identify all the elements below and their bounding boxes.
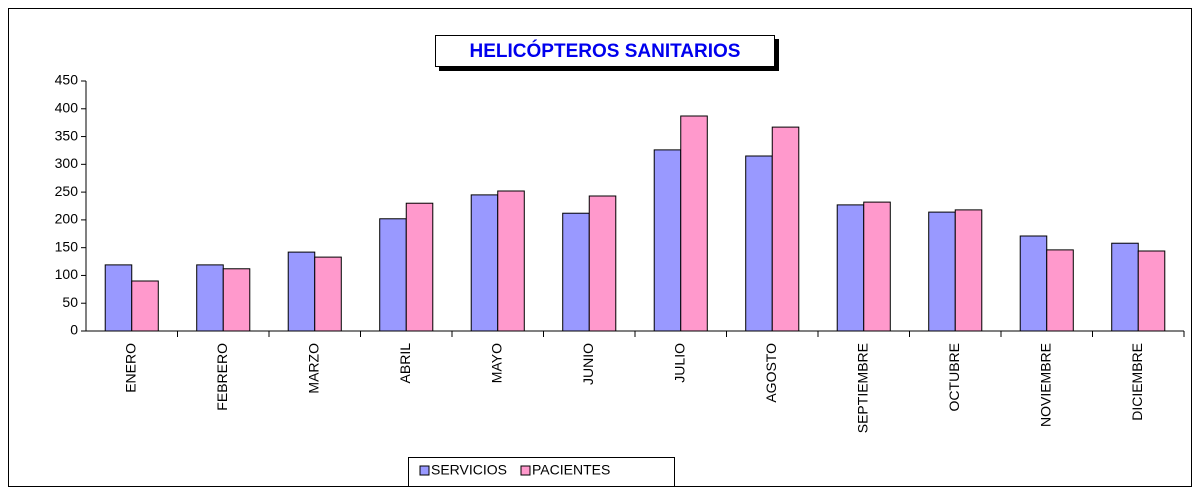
bar — [771, 126, 800, 332]
bar — [405, 202, 434, 332]
y-tick-label: 250 — [55, 183, 79, 199]
x-tick-label: FEBRERO — [214, 343, 230, 411]
bar — [863, 201, 891, 332]
bar — [836, 204, 865, 332]
bar — [1111, 242, 1139, 332]
x-tick-label: JULIO — [671, 343, 687, 383]
bar — [379, 218, 407, 332]
bar — [1137, 250, 1166, 332]
bar — [680, 115, 708, 332]
bar — [314, 256, 342, 332]
bar — [287, 251, 316, 332]
bar — [653, 149, 682, 332]
bar — [745, 155, 773, 332]
bar — [497, 190, 525, 332]
bar — [470, 194, 499, 332]
x-tick-label: JUNIO — [580, 343, 596, 385]
x-tick-label: ENERO — [122, 343, 138, 393]
y-tick-label: 300 — [55, 155, 79, 171]
y-tick-label: 350 — [55, 127, 79, 143]
bar — [928, 211, 956, 332]
bar — [222, 268, 251, 332]
bar — [954, 209, 983, 332]
x-tick-label: AGOSTO — [763, 343, 779, 403]
x-tick-label: DICIEMBRE — [1129, 343, 1145, 421]
bar — [562, 212, 590, 332]
legend-label: SERVICIOS — [431, 462, 507, 478]
title-box — [435, 35, 775, 67]
bar — [1046, 249, 1074, 332]
legend-label: PACIENTES — [532, 462, 610, 478]
y-tick-label: 400 — [55, 99, 79, 115]
legend-box — [408, 457, 675, 487]
y-tick-label: 100 — [55, 266, 79, 282]
x-tick-label: NOVIEMBRE — [1037, 343, 1053, 427]
x-tick-label: MAYO — [488, 343, 504, 383]
bar — [588, 195, 617, 332]
bar — [1019, 235, 1048, 332]
y-tick-label: 450 — [55, 72, 79, 88]
x-tick-label: MARZO — [305, 343, 321, 394]
y-tick-label: 0 — [70, 322, 78, 338]
x-tick-label: SEPTIEMBRE — [854, 343, 870, 433]
legend-swatch — [419, 465, 430, 476]
y-tick-label: 200 — [55, 211, 79, 227]
bar — [104, 264, 133, 332]
x-tick-label: ABRIL — [397, 343, 413, 384]
x-tick-label: OCTUBRE — [946, 343, 962, 411]
y-tick-label: 150 — [55, 238, 79, 254]
bar — [131, 280, 159, 332]
y-tick-label: 50 — [62, 294, 78, 310]
bar — [196, 264, 224, 332]
chart-title: HELICÓPTEROS SANITARIOS — [470, 40, 741, 62]
legend-swatch — [520, 465, 531, 476]
